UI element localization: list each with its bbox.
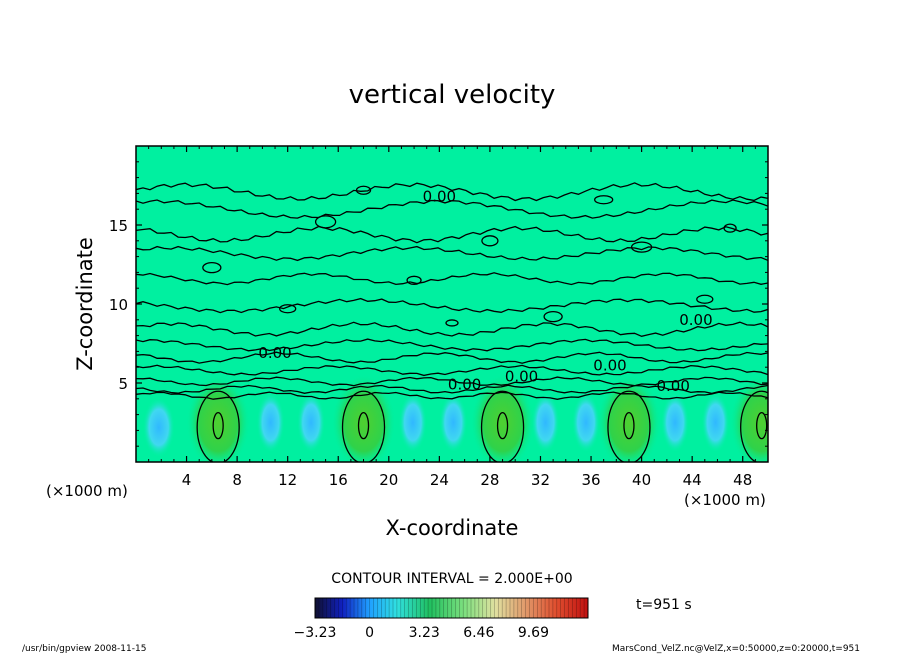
- contour-line: [136, 338, 768, 352]
- updraft-contour-outer: [341, 390, 386, 462]
- updraft-region: [470, 374, 535, 462]
- plot-area: 0.00 0.00 0.00 0.00 0.00 0.00 0.00: [135, 145, 769, 463]
- contour-line: [136, 182, 768, 202]
- contour-label: 0.00: [505, 368, 538, 386]
- x-tick-label: 24: [430, 471, 449, 489]
- chart-title: vertical velocity: [349, 80, 556, 110]
- y-axis-label: Z-coordinate: [73, 237, 97, 371]
- contour-line: [136, 199, 768, 219]
- contour-cell: [543, 310, 563, 323]
- contour-cell: [481, 235, 499, 247]
- y-tick-label: 10: [109, 296, 128, 314]
- downdraft-region: [571, 392, 600, 453]
- contour-line: [136, 321, 768, 337]
- updraft-contour-inner: [496, 412, 509, 440]
- time-label: t=951 s: [636, 597, 692, 613]
- x-tick-label: 44: [683, 471, 702, 489]
- x-tick-label: 48: [733, 471, 752, 489]
- colorbar-frame: [314, 597, 589, 619]
- contour-line: [136, 225, 768, 244]
- contour-label: 0.00: [448, 376, 481, 394]
- downdraft-region: [439, 392, 468, 453]
- contour-cell: [279, 304, 297, 314]
- colorbar-tick-label: 0: [365, 625, 374, 641]
- updraft-contour-inner: [756, 412, 768, 440]
- x-tick-label: 16: [329, 471, 348, 489]
- contour-line: [136, 297, 768, 314]
- contour-line: [136, 391, 768, 400]
- updraft-contour-outer: [607, 390, 651, 462]
- updraft-contour-outer: [480, 390, 525, 462]
- y-tick-label: 15: [109, 217, 128, 235]
- contour-cell: [406, 275, 422, 285]
- contour-line: [136, 384, 768, 395]
- contour-cell: [723, 223, 737, 233]
- y-axis-ticks: 5 10 15: [109, 161, 768, 447]
- updraft-region: [186, 374, 251, 462]
- downdraft-region: [531, 392, 560, 453]
- contour-cell: [355, 185, 372, 195]
- contour-line: [136, 272, 768, 286]
- contour-line: [136, 376, 768, 387]
- colorbar-tick-label: −3.23: [294, 625, 337, 641]
- downdraft-region: [661, 392, 690, 453]
- updraft-region: [596, 374, 661, 462]
- contour-label: 0.00: [656, 377, 689, 395]
- downdraft-region: [398, 392, 427, 453]
- contour-cell: [314, 215, 337, 229]
- colorbar-fill: [315, 598, 588, 618]
- contour-cell: [594, 195, 614, 205]
- x-tick-label: 28: [480, 471, 499, 489]
- x-axis-unit-right: (×1000 m): [684, 491, 766, 509]
- x-tick-label: 4: [182, 471, 192, 489]
- contour-label: 0.00: [679, 311, 712, 329]
- downdraft-region: [142, 397, 175, 458]
- contour-line: [136, 364, 768, 377]
- x-tick-label: 40: [632, 471, 651, 489]
- contour-cell: [696, 294, 714, 304]
- contour-labels: 0.00 0.00 0.00 0.00 0.00 0.00 0.00: [258, 188, 712, 396]
- x-tick-label: 36: [581, 471, 600, 489]
- colorbar-tick-label: 9.69: [518, 625, 549, 641]
- contour-cell: [630, 241, 653, 253]
- downdraft-region: [701, 392, 730, 453]
- contour-cell: [202, 262, 222, 274]
- x-axis-ticks: 4 8 12 16 20 24 28 32 36 40 44 48: [148, 146, 756, 489]
- downdraft-region: [256, 392, 285, 453]
- contour-label: 0.00: [423, 188, 456, 206]
- footer-right: MarsCond_VelZ.nc@VelZ,x=0:50000,z=0:2000…: [612, 644, 860, 654]
- updraft-contour-inner: [212, 412, 224, 440]
- contour-interval-label: CONTOUR INTERVAL = 2.000E+00: [331, 571, 572, 587]
- colorbar-stripes: [314, 598, 585, 618]
- updraft-contour-inner: [623, 412, 635, 440]
- updraft-contour-outer: [196, 390, 240, 462]
- x-axis-unit-left: (×1000 m): [46, 482, 128, 500]
- contour-label: 0.00: [258, 344, 291, 362]
- x-tick-label: 12: [278, 471, 297, 489]
- contour-lines: [136, 182, 768, 462]
- contour-label: 0.00: [593, 357, 626, 375]
- x-tick-label: 32: [531, 471, 550, 489]
- x-tick-label: 20: [379, 471, 398, 489]
- colorbar-tick-label: 3.23: [409, 625, 440, 641]
- velocity-field: [142, 374, 768, 462]
- updraft-contour-inner: [357, 412, 370, 440]
- downdraft-region: [297, 392, 326, 453]
- contour-cell: [445, 319, 459, 327]
- updraft-region: [331, 374, 396, 462]
- contour-line: [136, 245, 768, 262]
- colorbar-ticks: −3.23 0 3.23 6.46 9.69: [294, 625, 549, 641]
- contour-line: [136, 351, 768, 364]
- footer-left: /usr/bin/gpview 2008-11-15: [22, 644, 146, 654]
- updraft-contour-outer: [740, 390, 768, 462]
- colorbar-tick-label: 6.46: [463, 625, 494, 641]
- x-axis-label: X-coordinate: [386, 516, 519, 540]
- x-tick-label: 8: [232, 471, 242, 489]
- y-tick-label: 5: [118, 375, 128, 393]
- colorbar: −3.23 0 3.23 6.46 9.69: [294, 597, 589, 641]
